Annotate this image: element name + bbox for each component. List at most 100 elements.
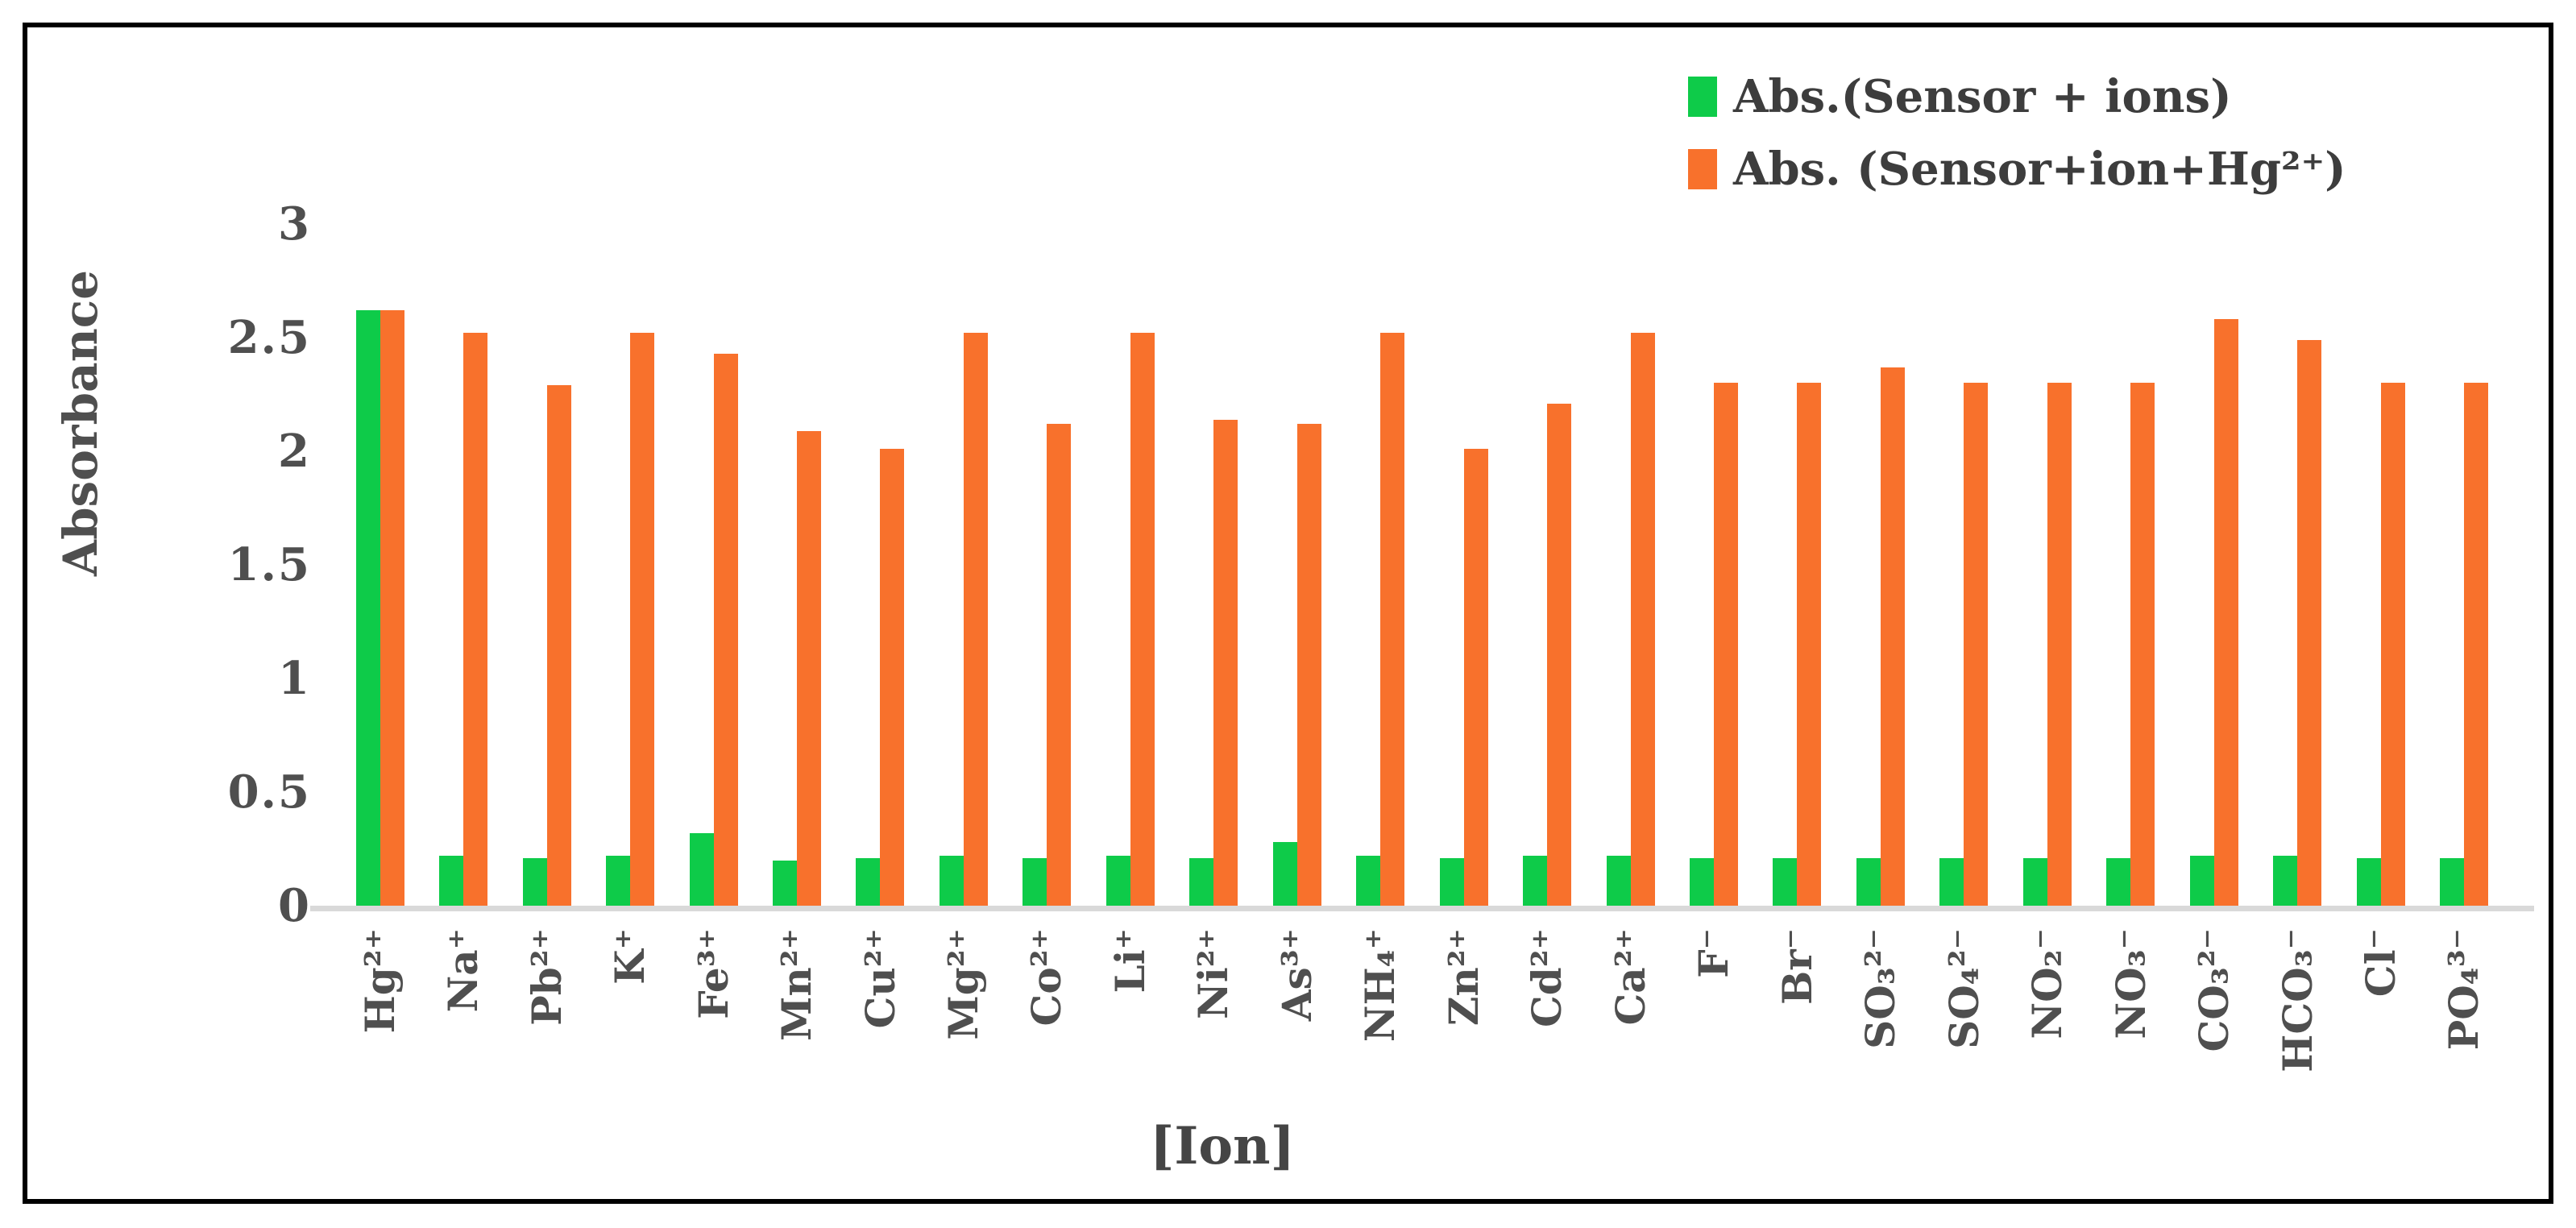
bar-sensor-ions <box>1773 858 1798 906</box>
x-label-slot: Cl⁻ <box>2339 928 2422 1170</box>
bar-sensor-ions <box>1356 856 1381 906</box>
legend: Abs.(Sensor + ions) Abs. (Sensor+ion+Hg²… <box>1688 64 2346 210</box>
bar-group <box>2440 73 2489 906</box>
bar-sensor-ion-hg <box>880 449 905 906</box>
bar-sensor-ion-hg <box>1964 383 1989 906</box>
bar-sensor-ion-hg <box>1047 424 1072 906</box>
x-tick-label: HCO₃⁻ <box>2273 928 2321 1072</box>
bar-sensor-ions <box>2273 856 2298 906</box>
bar-group <box>1023 73 1072 906</box>
bar-group <box>1105 73 1155 906</box>
x-tick-label: Ca²⁺ <box>1606 928 1654 1026</box>
bar-group <box>439 73 488 906</box>
x-label-slot: Na⁺ <box>421 928 504 1170</box>
x-tick-label: Mg²⁺ <box>940 928 988 1040</box>
bar-sensor-ions <box>1689 858 1714 906</box>
legend-row-sensor-ion-hg: Abs. (Sensor+ion+Hg²⁺) <box>1688 137 2346 201</box>
bar-sensor-ions <box>1856 858 1881 906</box>
y-axis: 0 0.5 1 1.5 2 2.5 3 <box>0 0 316 1228</box>
y-tick-label: 2 <box>278 425 311 478</box>
bar-sensor-ion-hg <box>1213 420 1238 906</box>
bar-group <box>2022 73 2072 906</box>
x-label-slot: F⁻ <box>1673 928 1756 1170</box>
x-label-slot: PO₄³⁻ <box>2423 928 2506 1170</box>
bar-sensor-ion-hg <box>1547 404 1572 906</box>
bar-group <box>1439 73 1488 906</box>
x-axis-line <box>310 906 2534 911</box>
bar-sensor-ions <box>2106 858 2131 906</box>
x-tick-label: CO₃²⁻ <box>2190 928 2238 1052</box>
legend-label-sensor-ion-hg: Abs. (Sensor+ion+Hg²⁺) <box>1733 143 2346 196</box>
bar-group <box>2273 73 2322 906</box>
bar-sensor-ion-hg <box>2047 383 2072 906</box>
bar-sensor-ion-hg <box>713 354 738 906</box>
x-tick-label: F⁻ <box>1690 928 1738 978</box>
bar-sensor-ions <box>2189 856 2214 906</box>
legend-label-sensor-ions: Abs.(Sensor + ions) <box>1733 70 2232 123</box>
x-label-slot: Fe³⁺ <box>672 928 755 1170</box>
bar-sensor-ion-hg <box>1380 333 1405 906</box>
bar-sensor-ions <box>1939 858 1964 906</box>
bar-group <box>1606 73 1655 906</box>
bar-group <box>355 73 404 906</box>
bar-group <box>1189 73 1238 906</box>
y-tick-label: 1 <box>278 652 311 705</box>
bar-sensor-ions <box>856 858 881 906</box>
x-tick-label: Pb²⁺ <box>522 928 570 1026</box>
bar-group <box>856 73 905 906</box>
x-label-slot: NO₂⁻ <box>2006 928 2089 1170</box>
bar-group <box>522 73 571 906</box>
legend-swatch-orange <box>1688 149 1717 189</box>
bar-sensor-ions <box>1606 856 1631 906</box>
bar-group <box>2106 73 2155 906</box>
bar-sensor-ions <box>606 856 631 906</box>
bar-group <box>2356 73 2405 906</box>
legend-swatch-green <box>1688 77 1717 117</box>
x-tick-label: PO₄³⁻ <box>2440 928 2488 1051</box>
bar-sensor-ion-hg <box>1296 424 1321 906</box>
bar-sensor-ions <box>522 858 547 906</box>
x-tick-label: NO₃⁻ <box>2106 928 2155 1039</box>
x-tick-label: Li⁺ <box>1105 928 1154 994</box>
bar-sensor-ion-hg <box>796 431 821 906</box>
bar-sensor-ion-hg <box>2213 319 2238 906</box>
bar-sensor-ion-hg <box>1630 333 1655 906</box>
x-label-slot: Mn²⁺ <box>755 928 838 1170</box>
x-tick-label: Cl⁻ <box>2356 928 2404 998</box>
bar-sensor-ion-hg <box>463 333 488 906</box>
bar-group <box>1856 73 1905 906</box>
bar-sensor-ions <box>772 861 797 906</box>
bar-group <box>2189 73 2238 906</box>
bar-sensor-ion-hg <box>2130 383 2155 906</box>
x-label-slot: Hg²⁺ <box>338 928 421 1170</box>
bar-group <box>1939 73 1989 906</box>
x-label-slot: NO₃⁻ <box>2089 928 2172 1170</box>
bar-sensor-ions <box>1523 856 1548 906</box>
x-label-slot: K⁺ <box>588 928 671 1170</box>
bar-sensor-ions <box>689 833 714 906</box>
bar-sensor-ion-hg <box>2380 383 2405 906</box>
bar-group <box>1356 73 1405 906</box>
x-tick-label: Br⁻ <box>1773 928 1821 1005</box>
bar-sensor-ions <box>1105 856 1130 906</box>
x-tick-label: Co²⁺ <box>1023 928 1071 1027</box>
bar-sensor-ion-hg <box>1713 383 1738 906</box>
bar-group <box>1523 73 1572 906</box>
y-tick-label: 3 <box>278 197 311 251</box>
x-label-slot: SO₃²⁻ <box>1839 928 1922 1170</box>
x-tick-label: Cd²⁺ <box>1523 928 1571 1028</box>
x-axis-title: [Ion] <box>1150 1116 1295 1176</box>
bar-sensor-ion-hg <box>1463 449 1488 906</box>
x-tick-label: Cu²⁺ <box>856 928 904 1029</box>
x-label-slot: SO₄²⁻ <box>1923 928 2006 1170</box>
x-tick-label: Na⁺ <box>439 928 487 1013</box>
bar-group <box>772 73 821 906</box>
bars <box>338 73 2506 906</box>
x-tick-label: SO₄²⁻ <box>1939 928 1988 1049</box>
legend-row-sensor-ions: Abs.(Sensor + ions) <box>1688 64 2346 129</box>
bar-sensor-ions <box>2440 858 2465 906</box>
bar-sensor-ions <box>939 856 964 906</box>
x-tick-label: Fe³⁺ <box>689 928 737 1019</box>
x-tick-label: Ni²⁺ <box>1189 928 1238 1019</box>
